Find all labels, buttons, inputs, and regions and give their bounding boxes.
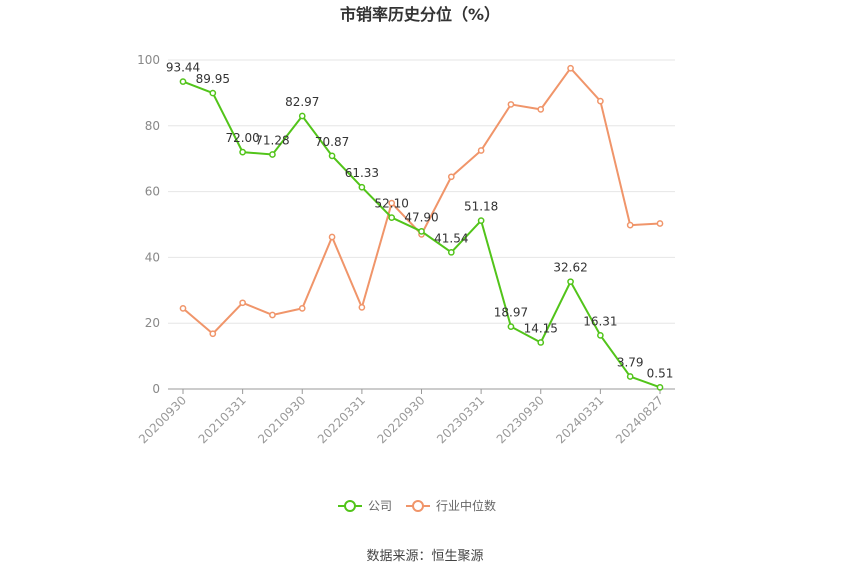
y-tick-label: 40 <box>145 250 160 264</box>
legend-swatch-marker <box>344 500 356 512</box>
y-tick-label: 0 <box>152 382 160 396</box>
series-point-0[interactable] <box>358 183 366 191</box>
series-point-0[interactable] <box>447 248 455 256</box>
data-source: 数据来源：恒生聚源 <box>366 549 483 564</box>
legend[interactable]: 公司 行业中位数 <box>338 498 496 513</box>
series-point-0[interactable] <box>328 152 336 160</box>
series-point-1[interactable] <box>209 330 217 338</box>
series-point-0[interactable] <box>656 383 664 391</box>
data-label: 32.62 <box>553 261 587 275</box>
legend-swatch-marker <box>412 500 424 512</box>
series-point-1[interactable] <box>447 173 455 181</box>
series-layer <box>179 64 664 391</box>
series-line-1 <box>182 66 661 336</box>
series-point-1[interactable] <box>239 299 246 307</box>
x-tick-label: 20230331 <box>434 393 487 446</box>
series-point-1[interactable] <box>298 305 306 312</box>
x-tick-label: 20240331 <box>553 393 606 446</box>
series-point-1[interactable] <box>656 220 664 227</box>
series-point-0[interactable] <box>269 151 276 158</box>
data-label: 72.00 <box>225 131 259 145</box>
data-label: 14.15 <box>524 321 558 335</box>
series-point-0[interactable] <box>388 214 396 221</box>
x-tick-label: 20240827 <box>613 393 666 446</box>
data-label: 51.18 <box>464 200 498 214</box>
series-point-0[interactable] <box>298 112 306 120</box>
data-label: 16.31 <box>583 314 617 328</box>
data-label: 47.90 <box>404 210 438 224</box>
series-point-1[interactable] <box>269 311 276 319</box>
x-tick-label: 20230930 <box>494 393 547 446</box>
series-point-0[interactable] <box>626 373 634 380</box>
series-point-1[interactable] <box>477 147 485 154</box>
data-label: 3.79 <box>617 356 644 370</box>
series-point-0[interactable] <box>209 89 217 97</box>
series-point-0[interactable] <box>597 331 604 339</box>
series-point-0[interactable] <box>567 278 574 286</box>
y-tick-label: 100 <box>137 53 160 67</box>
series-point-1[interactable] <box>179 305 187 312</box>
data-label: 89.95 <box>196 72 230 86</box>
series-point-1[interactable] <box>597 97 604 105</box>
legend-item-0[interactable]: 公司 <box>338 499 392 513</box>
x-tick-label: 20220331 <box>315 393 368 446</box>
x-axis: 20200930 20210331 20210930 20220331 20220930… <box>136 388 675 446</box>
y-tick-label: 80 <box>145 119 160 133</box>
chart-title: 市销率历史分位（%） <box>340 5 500 24</box>
data-label: 82.97 <box>285 95 319 109</box>
x-tick-label: 20210930 <box>255 393 308 446</box>
series-point-0[interactable] <box>537 339 545 346</box>
data-label: 93.44 <box>166 61 200 75</box>
series-point-0[interactable] <box>239 148 246 156</box>
series-point-0[interactable] <box>477 217 485 224</box>
y-tick-label: 20 <box>145 316 160 330</box>
data-label: 71.28 <box>255 133 289 147</box>
series-point-0[interactable] <box>507 323 515 330</box>
series-point-1[interactable] <box>328 233 336 241</box>
data-label: 61.33 <box>345 166 379 180</box>
y-axis: 0 20 40 60 80 100 <box>137 53 160 396</box>
x-tick-label: 20220930 <box>375 393 428 446</box>
data-label: 70.87 <box>315 135 349 149</box>
data-label: 18.97 <box>494 306 528 320</box>
legend-label: 行业中位数 <box>436 498 496 513</box>
x-tick-label: 20210331 <box>196 393 249 446</box>
series-point-1[interactable] <box>358 304 366 311</box>
series-point-0[interactable] <box>179 78 187 85</box>
series-point-1[interactable] <box>567 64 574 72</box>
data-label: 0.51 <box>647 366 674 380</box>
legend-label: 公司 <box>368 499 392 513</box>
series-point-1[interactable] <box>626 221 634 229</box>
series-point-1[interactable] <box>388 199 396 207</box>
data-label: 52.10 <box>375 197 409 211</box>
series-point-0[interactable] <box>418 228 425 235</box>
legend-item-1[interactable]: 行业中位数 <box>406 498 496 513</box>
series-point-1[interactable] <box>537 106 545 113</box>
data-label: 41.54 <box>434 231 468 245</box>
grid <box>168 59 675 324</box>
y-tick-label: 60 <box>145 185 160 199</box>
series-point-1[interactable] <box>507 101 515 108</box>
x-tick-label: 20200930 <box>136 393 189 446</box>
